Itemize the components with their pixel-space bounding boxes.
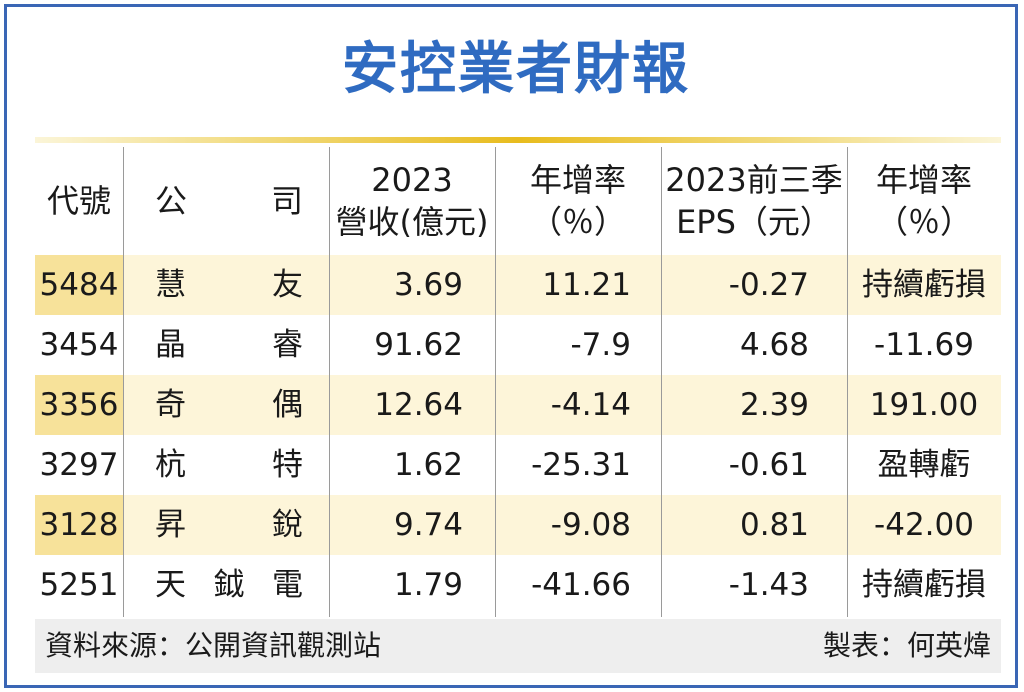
header-revenue-yoy-line1: 年增率 bbox=[529, 161, 626, 199]
cell-eps: -0.61 bbox=[728, 447, 809, 483]
header-revenue: 2023 營收(億元) bbox=[329, 147, 495, 255]
company-char: 友 bbox=[272, 267, 303, 303]
cell-eps: -0.27 bbox=[728, 267, 809, 303]
company-char: 慧 bbox=[155, 267, 186, 303]
cell-revenue: 3.69 bbox=[393, 267, 463, 303]
table-row: 3128 昇銳 9.74 -9.08 0.81 -42.00 bbox=[35, 495, 1001, 555]
company-char: 電 bbox=[272, 567, 303, 603]
cell-revenue: 12.64 bbox=[374, 387, 463, 423]
company-char: 特 bbox=[272, 447, 303, 483]
cell-eps-yoy: -42.00 bbox=[874, 507, 974, 543]
cell-code: 3454 bbox=[39, 327, 119, 363]
chart-frame: 安控業者財報 代號 公 司 2023 營收(億元) 年增率 （％） 2023前 bbox=[4, 4, 1018, 688]
company-char: 奇 bbox=[155, 387, 186, 423]
header-revenue-yoy: 年增率 （％） bbox=[495, 147, 661, 255]
cell-revenue: 1.62 bbox=[393, 447, 463, 483]
cell-company: 晶睿 bbox=[123, 315, 329, 375]
cell-eps: 2.39 bbox=[739, 387, 809, 423]
company-char: 昇 bbox=[155, 507, 186, 543]
table-row: 5484 慧友 3.69 11.21 -0.27 持續虧損 bbox=[35, 255, 1001, 315]
cell-eps: -1.43 bbox=[728, 567, 809, 603]
header-company-char-2: 司 bbox=[270, 182, 303, 220]
title-rule bbox=[35, 137, 1001, 143]
header-eps-yoy-line2: （％） bbox=[875, 203, 972, 241]
company-char: 杭 bbox=[155, 447, 186, 483]
cell-eps-yoy: 191.00 bbox=[869, 387, 979, 423]
company-char: 鉞 bbox=[213, 567, 245, 603]
cell-code: 3356 bbox=[35, 375, 123, 435]
cell-eps-yoy: 盈轉虧 bbox=[877, 447, 971, 483]
header-revenue-line1: 2023 bbox=[371, 161, 453, 199]
cell-code: 3128 bbox=[35, 495, 123, 555]
cell-revenue-yoy: -25.31 bbox=[531, 447, 631, 483]
company-char: 睿 bbox=[272, 327, 303, 363]
table-row: 5251 天鉞電 1.79 -41.66 -1.43 持續虧損 bbox=[35, 555, 1001, 615]
header-eps-line1: 2023前三季 bbox=[665, 161, 843, 199]
header-eps-line2: EPS（元） bbox=[676, 203, 832, 241]
source-note: 資料來源：公開資訊觀測站 bbox=[45, 629, 382, 662]
company-char: 偶 bbox=[272, 387, 303, 423]
header-code-label: 代號 bbox=[46, 182, 111, 220]
cell-code: 5251 bbox=[39, 567, 119, 603]
cell-company: 杭特 bbox=[123, 435, 329, 495]
company-char: 天 bbox=[155, 567, 186, 603]
cell-eps: 0.81 bbox=[739, 507, 809, 543]
header-company: 公 司 bbox=[123, 147, 329, 255]
table-row: 3454 晶睿 91.62 -7.9 4.68 -11.69 bbox=[35, 315, 1001, 375]
cell-revenue-yoy: -4.14 bbox=[550, 387, 631, 423]
cell-code: 3297 bbox=[39, 447, 119, 483]
header-company-char-1: 公 bbox=[155, 182, 188, 220]
column-divider bbox=[123, 147, 124, 617]
column-divider bbox=[847, 147, 848, 617]
chart-title: 安控業者財報 bbox=[342, 37, 690, 102]
column-divider bbox=[495, 147, 496, 617]
cell-revenue-yoy: 11.21 bbox=[542, 267, 631, 303]
cell-code: 5484 bbox=[35, 255, 123, 315]
cell-company: 昇銳 bbox=[123, 495, 329, 555]
cell-eps-yoy: 持續虧損 bbox=[862, 567, 986, 603]
cell-company: 奇偶 bbox=[123, 375, 329, 435]
table-header: 代號 公 司 2023 營收(億元) 年增率 （％） 2023前三季 EPS（元… bbox=[35, 147, 1001, 255]
cell-revenue: 1.79 bbox=[393, 567, 463, 603]
cell-company: 天鉞電 bbox=[123, 555, 329, 615]
footer-bar: 資料來源：公開資訊觀測站 製表：何英煒 bbox=[35, 619, 1001, 673]
cell-eps-yoy: -11.69 bbox=[874, 327, 974, 363]
header-code: 代號 bbox=[35, 147, 123, 255]
cell-revenue-yoy: -41.66 bbox=[531, 567, 631, 603]
header-eps-yoy: 年增率 （％） bbox=[847, 147, 1001, 255]
cell-revenue-yoy: -9.08 bbox=[550, 507, 631, 543]
column-divider bbox=[329, 147, 330, 617]
maker-note: 製表：何英煒 bbox=[822, 629, 991, 662]
company-char: 晶 bbox=[155, 327, 186, 363]
cell-company: 慧友 bbox=[123, 255, 329, 315]
header-eps-yoy-line1: 年增率 bbox=[875, 161, 972, 199]
cell-eps-yoy: 持續虧損 bbox=[862, 267, 986, 303]
header-revenue-line2: 營收(億元) bbox=[335, 203, 489, 241]
table-row: 3356 奇偶 12.64 -4.14 2.39 191.00 bbox=[35, 375, 1001, 435]
cell-revenue: 91.62 bbox=[374, 327, 463, 363]
cell-eps: 4.68 bbox=[739, 327, 809, 363]
header-revenue-yoy-line2: （％） bbox=[529, 203, 626, 241]
column-divider bbox=[661, 147, 662, 617]
cell-revenue-yoy: -7.9 bbox=[570, 327, 632, 363]
header-eps: 2023前三季 EPS（元） bbox=[661, 147, 847, 255]
table-row: 3297 杭特 1.62 -25.31 -0.61 盈轉虧 bbox=[35, 435, 1001, 495]
company-char: 銳 bbox=[272, 507, 303, 543]
cell-revenue: 9.74 bbox=[393, 507, 463, 543]
